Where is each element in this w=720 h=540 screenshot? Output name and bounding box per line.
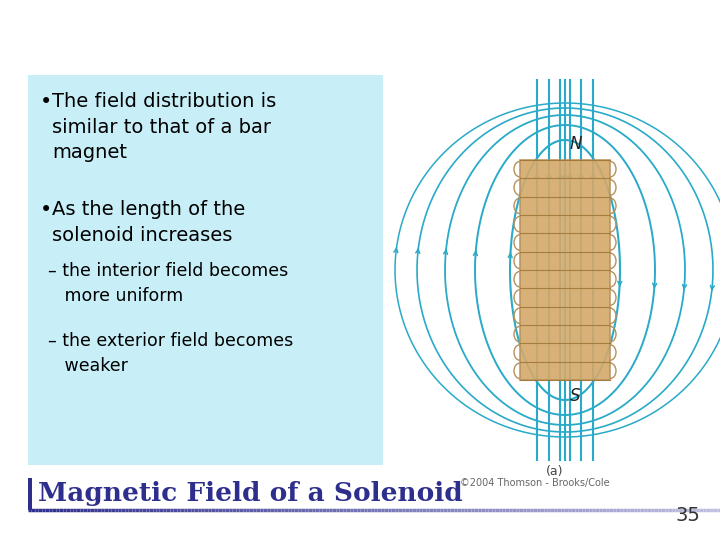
Text: – the interior field becomes: – the interior field becomes: [48, 262, 288, 280]
Bar: [520, 160, 610, 380]
Text: solenoid increases: solenoid increases: [52, 226, 233, 245]
Text: magnet: magnet: [52, 143, 127, 163]
Text: similar to that of a bar: similar to that of a bar: [52, 118, 271, 137]
Text: As the length of the: As the length of the: [52, 200, 246, 219]
FancyBboxPatch shape: [28, 75, 383, 465]
Bar: [28, 478, 32, 510]
Text: – the exterior field becomes: – the exterior field becomes: [48, 332, 293, 350]
Text: 35: 35: [675, 506, 700, 525]
Text: Magnetic Field of a Solenoid: Magnetic Field of a Solenoid: [38, 482, 463, 507]
Text: (a): (a): [546, 465, 564, 478]
Text: ©2004 Thomson - Brooks/Cole: ©2004 Thomson - Brooks/Cole: [460, 478, 610, 488]
Text: •: •: [40, 92, 53, 112]
Text: more uniform: more uniform: [48, 287, 184, 305]
Text: N: N: [570, 135, 582, 153]
Text: The field distribution is: The field distribution is: [52, 92, 276, 111]
Text: •: •: [40, 200, 53, 220]
Text: S: S: [570, 387, 580, 405]
Text: weaker: weaker: [48, 357, 128, 375]
